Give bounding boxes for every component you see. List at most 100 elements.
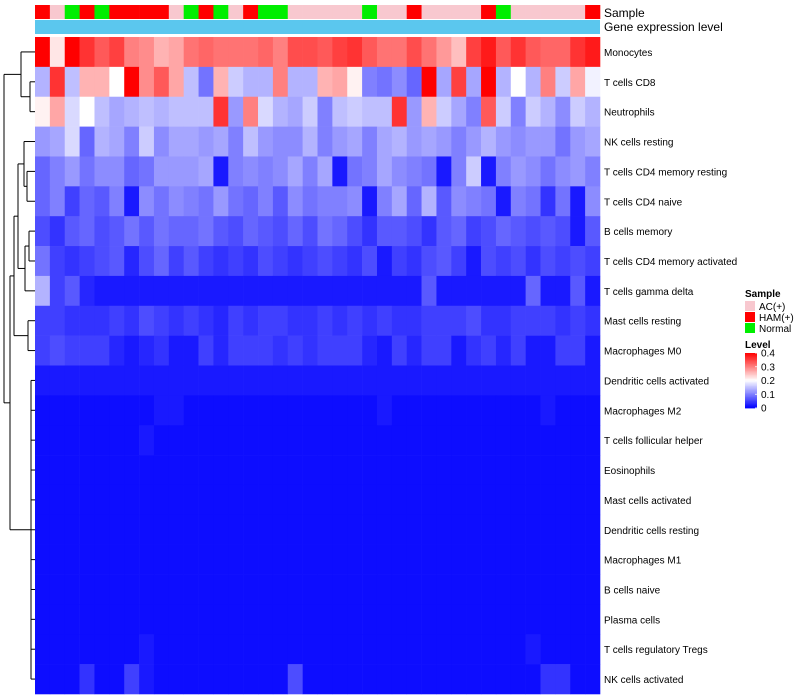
heatmap-cell xyxy=(436,335,452,366)
heatmap-cell xyxy=(555,37,571,68)
level-key-step xyxy=(745,402,757,405)
heatmap-cell xyxy=(64,634,80,665)
heatmap-cell xyxy=(79,604,95,635)
heatmap-cell xyxy=(153,66,170,98)
heatmap-cell xyxy=(332,186,348,217)
heatmap-cell xyxy=(243,425,259,456)
heatmap-cell xyxy=(451,574,467,605)
heatmap-cell xyxy=(94,186,110,217)
sample-cell xyxy=(302,5,318,19)
heatmap-cell xyxy=(540,455,556,486)
heatmap-cell xyxy=(347,305,363,336)
heatmap-cell xyxy=(555,634,571,665)
heatmap-cell xyxy=(540,395,556,426)
heatmap-cell xyxy=(183,246,199,277)
level-key-step xyxy=(745,383,757,386)
heatmap-cell xyxy=(332,425,348,456)
heatmap-cell xyxy=(466,484,482,516)
heatmap-cell xyxy=(35,395,51,426)
heatmap-cell xyxy=(64,216,80,247)
level-key-label: 0.4 xyxy=(761,349,775,360)
heatmap-cell xyxy=(391,664,408,695)
level-key-step xyxy=(745,369,757,372)
heatmap-cell xyxy=(376,305,393,336)
heatmap-cell xyxy=(168,37,184,68)
heatmap-cell xyxy=(124,634,140,665)
heatmap-cell xyxy=(168,335,184,366)
heatmap-cell xyxy=(481,544,497,575)
heatmap-cell xyxy=(258,246,274,277)
heatmap-cell xyxy=(451,664,467,695)
heatmap-cell xyxy=(466,66,482,98)
heatmap-cell xyxy=(347,156,363,187)
heatmap-cell xyxy=(183,305,199,336)
heatmap-cell xyxy=(525,246,541,277)
heatmap-cell xyxy=(272,37,289,68)
heatmap-cell xyxy=(153,425,170,456)
heatmap-cell xyxy=(376,514,393,545)
row-label: T cells CD4 memory activated xyxy=(604,257,737,268)
heatmap-cell xyxy=(376,37,393,68)
heatmap-cell xyxy=(35,126,51,157)
heatmap-cell xyxy=(451,604,467,635)
heatmap-cell xyxy=(258,484,274,516)
heatmap-cell xyxy=(436,514,452,545)
sample-cell xyxy=(451,5,467,19)
heatmap-cell xyxy=(258,335,274,366)
heatmap-cell xyxy=(153,37,170,68)
heatmap-cell xyxy=(436,484,452,516)
heatmap-cell xyxy=(79,216,95,247)
sample-cell xyxy=(406,5,422,19)
heatmap-cell xyxy=(570,186,586,217)
level-key-step xyxy=(745,358,757,361)
heatmap-cell xyxy=(243,544,259,575)
heatmap-cell xyxy=(49,455,66,486)
heatmap-cell xyxy=(109,395,125,426)
heatmap-cell xyxy=(406,186,422,217)
heatmap-cell xyxy=(49,126,66,157)
heatmap-cell xyxy=(510,664,526,695)
heatmap-cell xyxy=(35,37,51,68)
row-label: Macrophages M1 xyxy=(604,556,682,567)
sample-cell xyxy=(258,5,274,19)
heatmap-cell xyxy=(79,574,95,605)
heatmap-cell xyxy=(570,96,586,127)
heatmap-cell xyxy=(213,455,229,486)
heatmap-cell xyxy=(332,246,348,277)
heatmap-cell xyxy=(124,664,140,695)
heatmap-cell xyxy=(94,246,110,277)
heatmap-cell xyxy=(139,574,155,605)
heatmap-cell xyxy=(139,126,155,157)
heatmap-cell xyxy=(109,246,125,277)
heatmap-cell xyxy=(168,126,184,157)
heatmap-cell xyxy=(153,305,170,336)
heatmap-cell xyxy=(153,156,170,187)
heatmap-cell xyxy=(109,604,125,635)
heatmap-cell xyxy=(570,275,586,307)
heatmap-cell xyxy=(243,484,259,516)
heatmap-cell xyxy=(183,395,199,426)
heatmap-grid xyxy=(35,37,601,695)
heatmap-cell xyxy=(79,275,95,307)
level-key-label: 0.3 xyxy=(761,362,775,373)
heatmap-cell xyxy=(213,37,229,68)
level-key-label: 0.2 xyxy=(761,376,775,387)
heatmap-cell xyxy=(332,275,348,307)
heatmap-cell xyxy=(540,66,556,98)
heatmap-cell xyxy=(213,126,229,157)
heatmap-cell xyxy=(243,604,259,635)
heatmap-cell xyxy=(451,455,467,486)
heatmap-cell xyxy=(124,544,140,575)
heatmap-cell xyxy=(272,216,289,247)
heatmap-cell xyxy=(406,335,422,366)
heatmap-cell xyxy=(466,186,482,217)
heatmap-cell xyxy=(198,604,214,635)
heatmap-cell xyxy=(258,544,274,575)
heatmap-cell xyxy=(302,305,318,336)
heatmap-cell xyxy=(213,664,229,695)
heatmap-cell xyxy=(481,37,497,68)
heatmap-cell xyxy=(421,246,437,277)
heatmap-cell xyxy=(228,634,244,665)
heatmap-cell xyxy=(198,275,214,307)
heatmap-cell xyxy=(391,37,408,68)
